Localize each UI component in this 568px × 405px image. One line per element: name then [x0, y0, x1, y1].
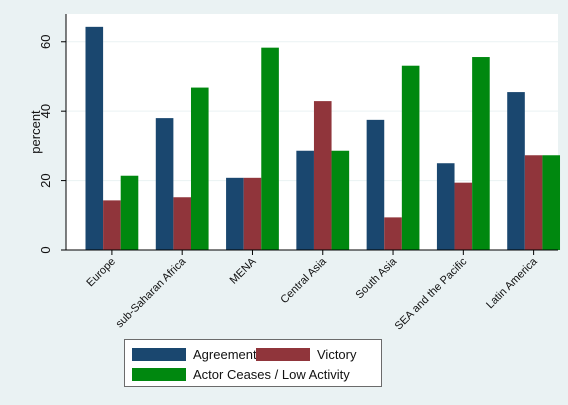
x-tick-label: Latin America	[484, 255, 540, 311]
legend-swatch-actor-ceases	[132, 368, 186, 381]
legend-swatch-agreement	[132, 348, 186, 361]
legend-label-actor-ceases: Actor Ceases / Low Activity	[193, 367, 350, 382]
x-tick-label: SEA and the Pacific	[393, 255, 470, 332]
legend-label-agreement: Agreement	[193, 347, 257, 362]
bar-victory-central-asia	[313, 101, 332, 251]
bar-agreement-europe	[85, 26, 104, 251]
bar-actor-ceases-low-activity-europe	[120, 175, 139, 250]
y-axis-label: percent	[28, 110, 43, 154]
bar-agreement-sub-saharan-africa	[155, 118, 174, 250]
bar-agreement-sea-and-the-pacific	[436, 163, 455, 250]
legend-swatch-victory	[256, 348, 310, 361]
legend-item-victory: Victory	[256, 347, 357, 362]
x-tick-label: Europe	[84, 256, 118, 290]
legend: Agreement Victory Actor Ceases / Low Act…	[124, 339, 382, 387]
bar-actor-ceases-low-activity-sea-and-the-pacific	[472, 57, 490, 250]
bar-actor-ceases-low-activity-latin-america	[542, 155, 561, 250]
legend-label-victory: Victory	[317, 347, 357, 362]
bar-victory-mena	[243, 177, 262, 250]
y-tick-label: 0	[38, 246, 53, 253]
bar-victory-south-asia	[384, 217, 402, 250]
x-tick-label: South Asia	[353, 255, 399, 301]
legend-item-agreement: Agreement	[132, 347, 257, 362]
bar-actor-ceases-low-activity-mena	[261, 47, 279, 251]
bar-victory-latin-america	[524, 155, 543, 250]
x-tick-label: Central Asia	[278, 255, 329, 306]
y-tick-label: 60	[38, 35, 53, 49]
bar-agreement-south-asia	[366, 119, 385, 251]
bar-actor-ceases-low-activity-sub-saharan-africa	[190, 87, 209, 250]
bar-victory-europe	[103, 200, 121, 250]
x-tick-label: MENA	[228, 255, 259, 286]
y-tick-label: 40	[38, 104, 53, 118]
bar-agreement-latin-america	[507, 92, 525, 251]
bar-victory-sea-and-the-pacific	[454, 182, 473, 250]
legend-item-actor-ceases: Actor Ceases / Low Activity	[132, 367, 350, 382]
bar-agreement-mena	[226, 177, 244, 250]
bar-actor-ceases-low-activity-south-asia	[401, 65, 420, 250]
bar-agreement-central-asia	[296, 150, 314, 250]
bar-actor-ceases-low-activity-central-asia	[331, 150, 350, 250]
bar-victory-sub-saharan-africa	[173, 197, 191, 250]
y-tick-label: 20	[38, 173, 53, 187]
x-tick-label: sub-Saharan Africa	[114, 255, 189, 330]
